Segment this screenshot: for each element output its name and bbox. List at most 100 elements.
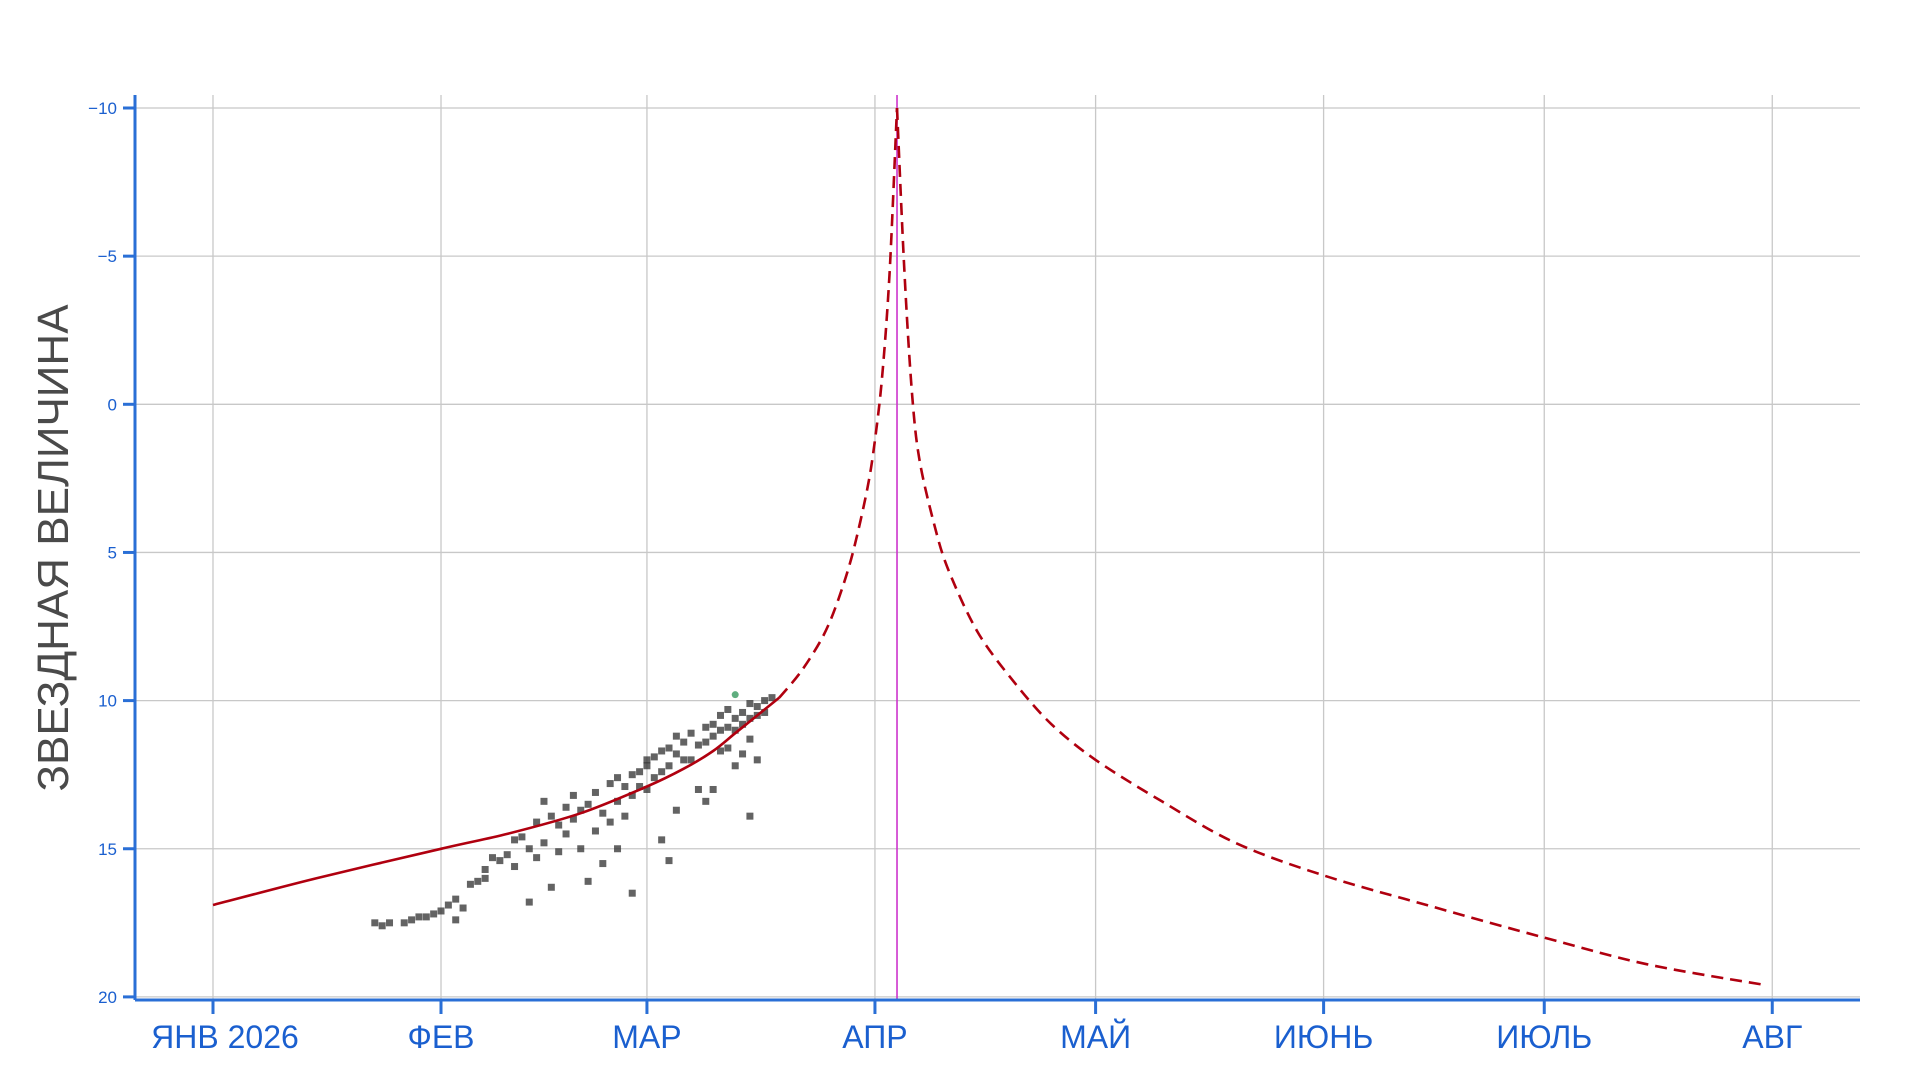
observation-point [599,809,607,817]
observation-point [753,756,761,764]
y-tick-label: 0 [108,395,117,414]
observation-point [746,735,754,743]
observation-point [562,830,570,838]
observation-point [459,904,467,912]
observation-point [452,916,460,924]
observation-point [386,919,394,927]
observation-point [716,747,724,755]
observation-point [731,714,739,722]
predicted-magnitude-curve-rising [778,107,899,699]
observation-point [628,791,636,799]
observation-point [636,783,644,791]
observation-point [518,833,526,841]
observation-point [408,916,416,924]
y-tick-label: 10 [98,692,117,711]
observation-point [614,845,622,853]
observation-point [437,907,445,915]
observation-point [702,738,710,746]
observation-point [665,744,673,752]
predicted-magnitude-curve-falling [895,107,1766,987]
observation-point [716,726,724,734]
observation-point [724,723,732,731]
observation-point [591,827,599,835]
observation-point [731,762,739,770]
observation-point [614,797,622,805]
observation-point [496,857,504,865]
observation-point [731,726,739,734]
observation-point [746,812,754,820]
observation-point [599,860,607,868]
observation-point [577,806,585,814]
observation-point [415,913,423,921]
observation-point [606,818,614,826]
observation-point [702,723,710,731]
observation-point [680,738,688,746]
observation-point [628,889,636,897]
magnitude-curve [212,107,1766,987]
observation-point [378,922,386,930]
x-tick-label: ИЮНЬ [1274,1019,1373,1055]
y-axis-label: ЗВЕЗДНАЯ ВЕЛИЧИНА [29,304,78,792]
x-tick-label: ФЕВ [407,1019,474,1055]
observation-point [672,806,680,814]
observation-point [555,848,563,856]
observation-point [687,729,695,737]
observation-point [650,753,658,761]
observation-points [371,691,776,930]
observation-point [768,694,776,702]
observation-point [739,750,747,758]
observation-point [422,913,430,921]
observation-point [739,720,747,728]
observation-point [658,836,666,844]
observation-point [614,774,622,782]
axes [133,95,1860,1002]
observation-point [643,762,651,770]
observation-point [430,910,438,918]
observation-point [371,919,379,927]
observation-point [481,874,489,882]
observation-point [687,756,695,764]
observation-point [650,774,658,782]
observation-point [658,768,666,776]
observation-point [636,768,644,776]
observation-point [643,756,651,764]
x-tick-label: ЯНВ 2026 [151,1019,299,1055]
observed-magnitude-curve [212,696,781,907]
observation-point [488,854,496,862]
observation-point [746,714,754,722]
x-tick-label: АВГ [1742,1019,1802,1055]
observation-point [694,785,702,793]
observation-point [739,708,747,716]
observation-point [569,815,577,823]
observation-point [709,785,717,793]
observation-point [724,744,732,752]
observation-point [562,803,570,811]
x-tick-label: МАЙ [1060,1019,1131,1055]
observation-point [511,836,519,844]
observation-point [525,845,533,853]
observation-point [474,877,482,885]
y-tick-label: −5 [98,247,117,266]
observation-point [584,800,592,808]
observation-point [481,865,489,873]
observation-point [628,771,636,779]
y-tick-label: 20 [98,988,117,1007]
observation-point [672,750,680,758]
observation-point [709,732,717,740]
observation-point [761,708,769,716]
observation-point [621,783,629,791]
observation-point [665,857,673,865]
observation-point [503,851,511,859]
x-tick-label: МАР [612,1019,681,1055]
observation-point [577,845,585,853]
observation-point [547,812,555,820]
observation-point [525,898,533,906]
observation-point [658,747,666,755]
observation-point [665,762,673,770]
observation-point [540,797,548,805]
observation-point [716,711,724,719]
observation-point [672,732,680,740]
observation-point [606,780,614,788]
